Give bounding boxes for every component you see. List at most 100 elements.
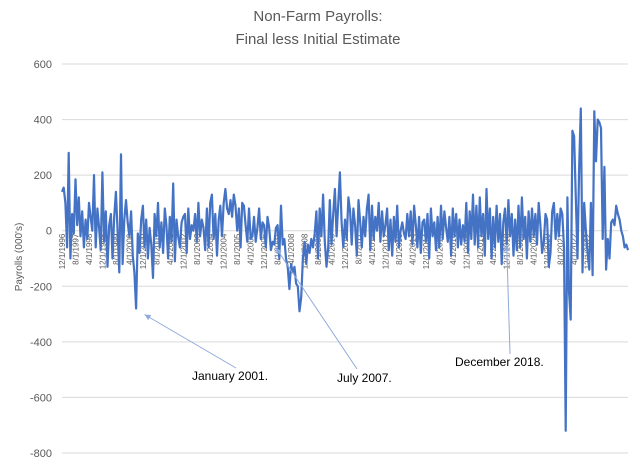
data-point	[221, 236, 222, 237]
data-point	[297, 286, 298, 287]
data-point	[376, 230, 377, 231]
data-point	[494, 247, 495, 248]
data-point	[319, 208, 320, 209]
x-tick-label: 8/1/2017	[476, 233, 485, 265]
data-point	[562, 213, 563, 214]
data-point	[100, 250, 101, 251]
data-point	[609, 258, 610, 259]
data-point	[511, 213, 512, 214]
x-tick-label: 4/1/2002	[166, 233, 175, 265]
data-point	[284, 238, 285, 239]
data-point	[179, 247, 180, 248]
data-point	[398, 247, 399, 248]
data-point	[553, 202, 554, 203]
annotation-arrowhead	[503, 245, 510, 252]
data-point	[193, 230, 194, 231]
data-point	[390, 219, 391, 220]
y-tick-0: 0	[46, 226, 52, 238]
data-point	[425, 241, 426, 242]
data-point	[397, 205, 398, 206]
data-point	[68, 152, 69, 153]
data-point	[560, 208, 561, 209]
data-point	[157, 202, 158, 203]
data-point	[604, 166, 605, 167]
annotation-label: December 2018.	[455, 355, 544, 369]
data-point	[137, 233, 138, 234]
data-point	[289, 289, 290, 290]
data-point	[109, 225, 110, 226]
data-point	[407, 213, 408, 214]
data-point	[321, 236, 322, 237]
data-point	[99, 227, 100, 228]
y-tick--600: -600	[30, 392, 52, 404]
data-point	[227, 208, 228, 209]
data-point	[161, 222, 162, 223]
data-point	[370, 250, 371, 251]
x-tick-label: 4/1/1998	[85, 233, 94, 265]
x-tick-label: 4/1/2020	[530, 233, 539, 265]
data-point	[78, 197, 79, 198]
data-point	[85, 219, 86, 220]
data-point	[568, 291, 569, 292]
data-point	[592, 275, 593, 276]
data-point	[449, 216, 450, 217]
data-point	[156, 236, 157, 237]
data-point	[378, 202, 379, 203]
data-point	[518, 205, 519, 206]
data-point	[606, 269, 607, 270]
data-point	[265, 247, 266, 248]
data-point	[201, 219, 202, 220]
y-tick--800: -800	[30, 448, 52, 460]
data-point	[151, 244, 152, 245]
data-point	[75, 179, 76, 180]
data-point	[387, 208, 388, 209]
data-point	[558, 236, 559, 237]
y-axis-label: Payrolls (000's)	[14, 223, 25, 292]
x-tick-label: 4/1/2018	[489, 233, 498, 265]
data-point	[270, 250, 271, 251]
data-point	[373, 238, 374, 239]
x-tick-label: 12/1/2014	[422, 233, 431, 269]
data-point	[513, 255, 514, 256]
x-tick-label: 8/1/2003	[193, 233, 202, 265]
data-point	[260, 238, 261, 239]
data-point	[461, 244, 462, 245]
data-point	[127, 222, 128, 223]
data-point	[274, 244, 275, 245]
x-tick-label: 12/1/2016	[462, 233, 471, 269]
data-point	[542, 252, 543, 253]
data-point	[233, 194, 234, 195]
data-point	[87, 238, 88, 239]
y-tick--400: -400	[30, 337, 52, 349]
data-point	[339, 172, 340, 173]
data-point	[382, 211, 383, 212]
data-point	[459, 219, 460, 220]
data-point	[481, 236, 482, 237]
data-point	[525, 216, 526, 217]
x-tick-label: 8/1/2015	[435, 233, 444, 265]
data-point	[439, 247, 440, 248]
data-point	[427, 213, 428, 214]
data-point	[611, 222, 612, 223]
data-point	[424, 219, 425, 220]
x-tick-label: 12/1/2004	[220, 233, 229, 269]
data-point	[464, 241, 465, 242]
data-point	[216, 255, 217, 256]
data-point	[535, 213, 536, 214]
data-point	[422, 222, 423, 223]
data-point	[280, 205, 281, 206]
data-point	[585, 230, 586, 231]
data-point	[324, 241, 325, 242]
data-point	[540, 225, 541, 226]
data-point	[154, 213, 155, 214]
data-point	[570, 319, 571, 320]
data-point	[122, 264, 123, 265]
y-tick-labels: 600 400 200 0 -200 -400 -600 -800	[30, 59, 52, 460]
data-point	[72, 213, 73, 214]
x-tick-label: 8/1/2013	[395, 233, 404, 265]
data-point	[363, 216, 364, 217]
series-line	[60, 107, 630, 432]
data-point	[149, 227, 150, 228]
data-point	[452, 208, 453, 209]
data-point	[136, 308, 137, 309]
